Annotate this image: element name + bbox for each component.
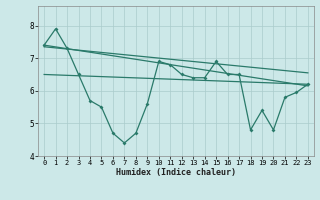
X-axis label: Humidex (Indice chaleur): Humidex (Indice chaleur) <box>116 168 236 177</box>
